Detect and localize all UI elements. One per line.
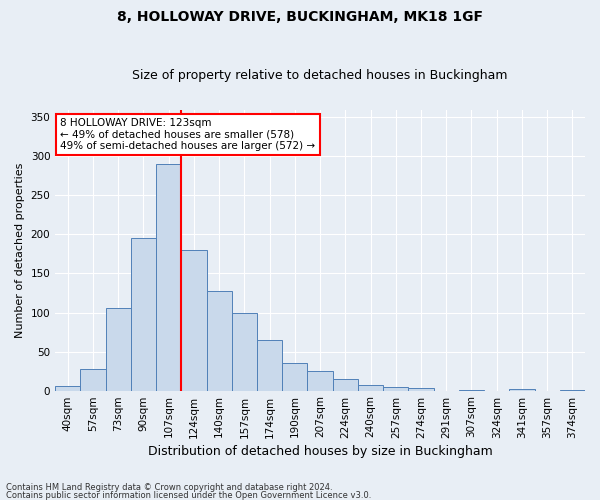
Bar: [409, 388, 434, 390]
Bar: [55, 386, 80, 390]
Bar: [206, 292, 232, 390]
Bar: [332, 379, 358, 390]
Bar: [181, 250, 206, 390]
Bar: [307, 371, 332, 390]
Text: 8, HOLLOWAY DRIVE, BUCKINGHAM, MK18 1GF: 8, HOLLOWAY DRIVE, BUCKINGHAM, MK18 1GF: [117, 10, 483, 24]
Bar: [282, 363, 307, 390]
Bar: [509, 389, 535, 390]
Title: Size of property relative to detached houses in Buckingham: Size of property relative to detached ho…: [133, 69, 508, 82]
Text: Contains public sector information licensed under the Open Government Licence v3: Contains public sector information licen…: [6, 490, 371, 500]
X-axis label: Distribution of detached houses by size in Buckingham: Distribution of detached houses by size …: [148, 444, 493, 458]
Bar: [106, 308, 131, 390]
Text: 8 HOLLOWAY DRIVE: 123sqm
← 49% of detached houses are smaller (578)
49% of semi-: 8 HOLLOWAY DRIVE: 123sqm ← 49% of detach…: [61, 118, 316, 151]
Bar: [156, 164, 181, 390]
Bar: [257, 340, 282, 390]
Bar: [80, 368, 106, 390]
Bar: [131, 238, 156, 390]
Bar: [358, 385, 383, 390]
Bar: [383, 388, 409, 390]
Text: Contains HM Land Registry data © Crown copyright and database right 2024.: Contains HM Land Registry data © Crown c…: [6, 484, 332, 492]
Y-axis label: Number of detached properties: Number of detached properties: [15, 162, 25, 338]
Bar: [232, 314, 257, 390]
